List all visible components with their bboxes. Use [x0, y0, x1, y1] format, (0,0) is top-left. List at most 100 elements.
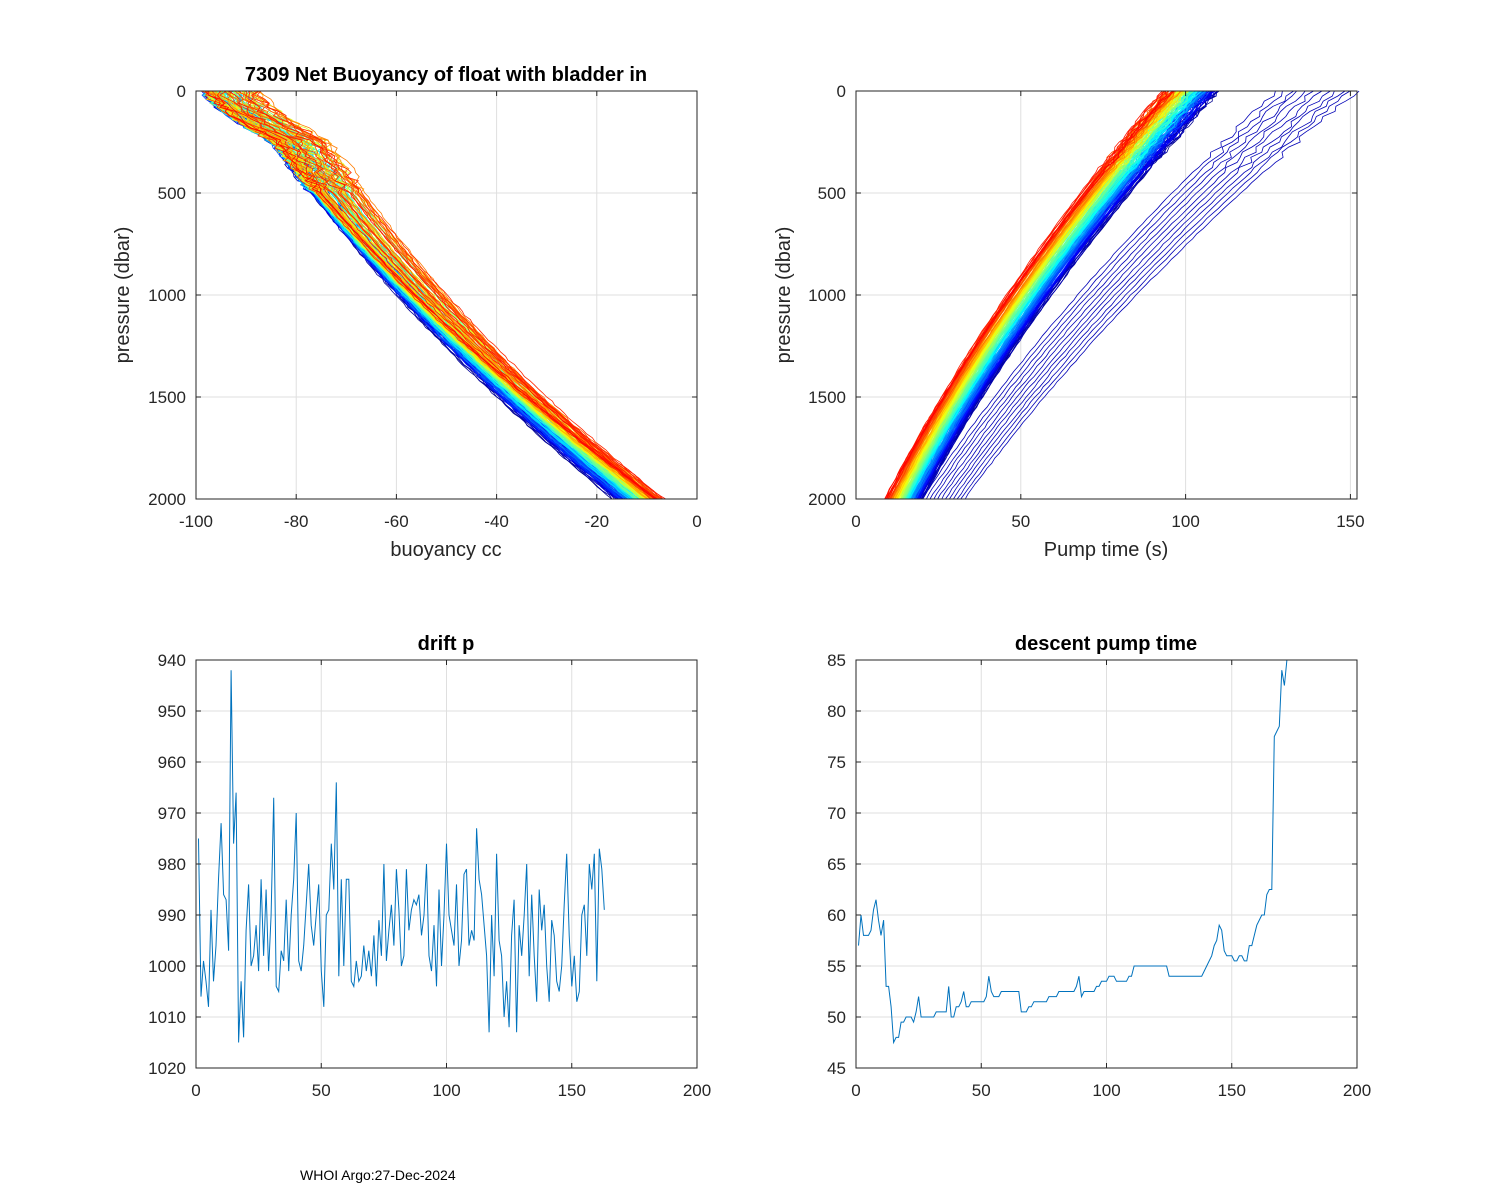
pumptime-outlier-line [941, 90, 1314, 500]
pumptime-xtick-label: 50 [1011, 512, 1030, 531]
pumpdesc-ytick-label: 70 [827, 804, 846, 823]
pumptime-profile-line [897, 90, 1179, 500]
pumptime-outlier-line [921, 90, 1276, 500]
pumpdesc-ytick-label: 65 [827, 855, 846, 874]
pumptime-profile-line [916, 90, 1216, 500]
pumptime-profiles [884, 90, 1360, 500]
pumpdesc-series [858, 659, 1295, 1045]
pumpdesc-ytick-label: 50 [827, 1008, 846, 1027]
pumptime-outlier-line [953, 90, 1335, 500]
buoyancy-ytick-label: 1500 [148, 388, 186, 407]
pumptime-ylabel: pressure (dbar) [773, 227, 795, 364]
buoyancy-plot: -100 -80 -60 -40 -20 0 0 500 1000 1500 2000 7309 N… [112, 64, 702, 561]
pumpdesc-ytick-label: 45 [827, 1059, 846, 1078]
buoyancy-profile-line [244, 90, 659, 500]
pumpdesc-xtick-label: 200 [1343, 1081, 1371, 1100]
buoyancy-ticks: -100 -80 -60 -40 -20 0 0 500 1000 1500 2000 [148, 82, 702, 531]
pumptime-profile-line [884, 90, 1165, 500]
pumptime-xtick-label: 0 [851, 512, 860, 531]
buoyancy-title: 7309 Net Buoyancy of float with bladder … [245, 64, 647, 86]
buoyancy-profile-line [205, 90, 654, 500]
buoyancy-profile-line [248, 90, 656, 500]
pumptime-profile-line [903, 90, 1194, 500]
pumptime-xlabel: Pump time (s) [1044, 539, 1168, 561]
pumptime-profile-line [885, 90, 1167, 500]
driftp-ytick-label: 1010 [148, 1008, 186, 1027]
driftp-ytick-label: 1000 [148, 957, 186, 976]
pumptime-profile-line [903, 90, 1195, 500]
pumptime-profile-line [919, 90, 1215, 500]
pumptime-profile-line [890, 90, 1173, 500]
pumptime-profile-line [913, 90, 1211, 500]
buoyancy-profile-line [204, 90, 656, 500]
pumptime-outlier-line [937, 90, 1306, 500]
pumptime-profile-line [900, 90, 1186, 500]
buoyancy-ytick-label: 1000 [148, 286, 186, 305]
buoyancy-xtick-label: -60 [384, 512, 409, 531]
driftp-xtick-label: 50 [312, 1081, 331, 1100]
driftp-series-line [198, 670, 605, 1043]
pumptime-profile-line [922, 90, 1219, 500]
buoyancy-profiles [200, 90, 666, 500]
pumpdesc-xtick-label: 0 [851, 1081, 860, 1100]
buoyancy-ytick-label: 0 [177, 82, 186, 101]
pumptime-outlier-line [929, 90, 1294, 500]
buoyancy-xtick-label: 0 [692, 512, 701, 531]
driftp-title: drift p [418, 633, 475, 655]
pumptime-outlier-line [945, 90, 1323, 500]
pumpdesc-ytick-label: 55 [827, 957, 846, 976]
pumptime-outlier-line [933, 90, 1297, 500]
pumptime-outlier-line [956, 90, 1346, 500]
pumptime-profile-line [901, 90, 1189, 500]
driftp-ytick-label: 990 [158, 906, 186, 925]
buoyancy-ytick-label: 500 [158, 184, 186, 203]
pumptime-outlier-line [964, 90, 1360, 500]
buoyancy-xlabel: buoyancy cc [390, 539, 501, 561]
buoyancy-profile-line [227, 90, 666, 500]
driftp-ytick-label: 1020 [148, 1059, 186, 1078]
pumptime-ytick-label: 0 [837, 82, 846, 101]
buoyancy-profile-line [251, 90, 655, 500]
driftp-ytick-label: 960 [158, 753, 186, 772]
pumpdesc-series-line [858, 659, 1295, 1045]
driftp-xtick-label: 200 [683, 1081, 711, 1100]
driftp-xtick-label: 100 [432, 1081, 460, 1100]
pumptime-ytick-label: 1000 [808, 286, 846, 305]
pumpdesc-ytick-label: 75 [827, 753, 846, 772]
pumpdesc-title: descent pump time [1015, 633, 1197, 655]
pumptime-profile-line [893, 90, 1181, 500]
pumptime-outlier-line [949, 90, 1331, 500]
pumptime-ytick-label: 2000 [808, 490, 846, 509]
driftp-ytick-label: 980 [158, 855, 186, 874]
driftp-ytick-label: 950 [158, 702, 186, 721]
pumptime-profile-line [885, 90, 1174, 500]
driftp-ticks: 0 50 100 150 200 940 950 960 970 980 990 1000 1010 10… [148, 651, 711, 1100]
buoyancy-profile-line [216, 90, 657, 500]
driftp-ytick-label: 940 [158, 651, 186, 670]
pumptime-profile-line [886, 90, 1173, 500]
footer-caption: WHOI Argo:27-Dec-2024 [300, 1167, 456, 1183]
pumpdesc-ytick-label: 85 [827, 651, 846, 670]
pumpdesc-ytick-label: 80 [827, 702, 846, 721]
pumpdesc-xtick-label: 50 [972, 1081, 991, 1100]
pumptime-outlier-line [926, 90, 1283, 500]
pumpdesc-plot: 0 50 100 150 200 45 50 55 60 65 70 75 80 85 descent p… [827, 633, 1371, 1100]
driftp-xtick-label: 150 [558, 1081, 586, 1100]
buoyancy-profile-line [242, 90, 653, 500]
pumptime-xtick-label: 100 [1171, 512, 1199, 531]
driftp-ytick-label: 970 [158, 804, 186, 823]
driftp-series [198, 670, 605, 1043]
pumpdesc-ytick-label: 60 [827, 906, 846, 925]
pumpdesc-ticks: 0 50 100 150 200 45 50 55 60 65 70 75 80 85 [827, 651, 1371, 1100]
pumptime-profile-line [896, 90, 1175, 500]
pumpdesc-xtick-label: 100 [1092, 1081, 1120, 1100]
pumpdesc-xtick-label: 150 [1218, 1081, 1246, 1100]
pumptime-profile-line [917, 90, 1210, 500]
pumptime-xtick-label: 150 [1336, 512, 1364, 531]
driftp-xtick-label: 0 [191, 1081, 200, 1100]
buoyancy-ylabel: pressure (dbar) [112, 227, 134, 364]
buoyancy-xtick-label: -20 [585, 512, 610, 531]
